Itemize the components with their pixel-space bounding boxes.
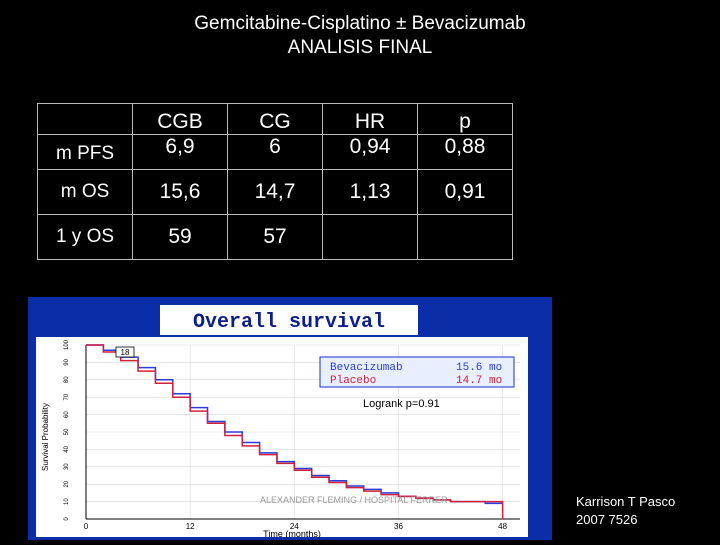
y-tick-label: 40 xyxy=(64,445,70,452)
header-cell-cgb: CGB xyxy=(132,103,228,135)
survival-chart: Overall survival Survival Probability Ti… xyxy=(28,297,552,540)
x-tick-label: 12 xyxy=(186,522,195,531)
table-row: m PFS 6,9 6 0,94 0,88 xyxy=(37,134,513,170)
y-tick-label: 10 xyxy=(64,498,70,505)
header-cell-hr: HR xyxy=(322,103,418,135)
citation: Karrison T Pasco 2007 7526 xyxy=(576,493,675,529)
table-cell: 0,91 xyxy=(417,169,513,215)
y-tick-label: 50 xyxy=(64,428,70,435)
legend-value-bevacizumab: 15.6 mo xyxy=(456,362,502,374)
box-annotation-label: 18 xyxy=(121,348,130,357)
survival-figure: Overall survival Survival Probability Ti… xyxy=(28,297,552,540)
table-cell: 1,13 xyxy=(322,169,418,215)
row-label: m PFS xyxy=(37,134,133,170)
header-cell-p: p xyxy=(417,103,513,135)
y-axis-label: Survival Probability xyxy=(41,403,50,471)
watermark-text: ALEXANDER FLEMING / HOSPITAL FERRER xyxy=(260,495,448,505)
y-tick-label: 90 xyxy=(64,358,70,365)
header-cell-empty xyxy=(37,103,133,135)
x-tick-labels: 0 12 24 36 48 xyxy=(84,522,508,531)
slide-title: Gemcitabine-Cisplatino ± Bevacizumab ANA… xyxy=(150,12,570,60)
logrank-text: Logrank p=0.91 xyxy=(363,398,440,410)
y-tick-label: 0 xyxy=(64,517,70,521)
survival-curves xyxy=(86,344,504,519)
y-tick-label: 20 xyxy=(64,480,70,487)
row-label: 1 y OS xyxy=(37,214,133,260)
y-tick-label: 100 xyxy=(64,339,70,350)
results-table: CGB CG HR p m PFS 6,9 6 0,94 0,88 m OS 1… xyxy=(37,103,513,260)
chart-heading-box xyxy=(160,305,418,335)
table-header-row: CGB CG HR p xyxy=(37,103,513,135)
table-cell xyxy=(322,214,418,260)
legend-name-placebo: Placebo xyxy=(330,375,376,387)
x-tick-label: 48 xyxy=(498,522,507,531)
header-cell-cg: CG xyxy=(227,103,323,135)
y-tick-label: 80 xyxy=(64,376,70,383)
citation-line-1: Karrison T Pasco xyxy=(576,494,676,509)
table-cell: 14,7 xyxy=(227,169,323,215)
table-cell: 15,6 xyxy=(132,169,228,215)
legend-value-placebo: 14.7 mo xyxy=(456,375,502,387)
table-cell: 57 xyxy=(227,214,323,260)
x-tick-label: 24 xyxy=(290,522,299,531)
legend-box xyxy=(319,356,515,388)
title-line-2: ANALISIS FINAL xyxy=(287,37,433,58)
y-tick-label: 60 xyxy=(64,411,70,418)
citation-line-2: 2007 7526 xyxy=(576,512,638,527)
x-axis-label: Time (months) xyxy=(263,529,321,539)
x-tick-label: 36 xyxy=(394,522,403,531)
chart-heading: Overall survival xyxy=(193,311,385,334)
survival-curve-placebo xyxy=(86,344,504,519)
table-cell: 0,88 xyxy=(417,134,513,170)
x-tick-label: 0 xyxy=(84,522,89,531)
title-line-1: Gemcitabine-Cisplatino ± Bevacizumab xyxy=(194,13,526,34)
box-annotation xyxy=(115,346,135,358)
table-cell: 0,94 xyxy=(322,134,418,170)
table-cell xyxy=(417,214,513,260)
table-row: m OS 15,6 14,7 1,13 0,91 xyxy=(37,169,513,215)
table-cell: 59 xyxy=(132,214,228,260)
table-cell: 6 xyxy=(227,134,323,170)
row-label: m OS xyxy=(37,169,133,215)
y-tick-label: 30 xyxy=(64,463,70,470)
table-row: 1 y OS 59 57 xyxy=(37,214,513,260)
legend-name-bevacizumab: Bevacizumab xyxy=(330,362,403,374)
y-tick-label: 70 xyxy=(64,393,70,400)
table-cell: 6,9 xyxy=(132,134,228,170)
